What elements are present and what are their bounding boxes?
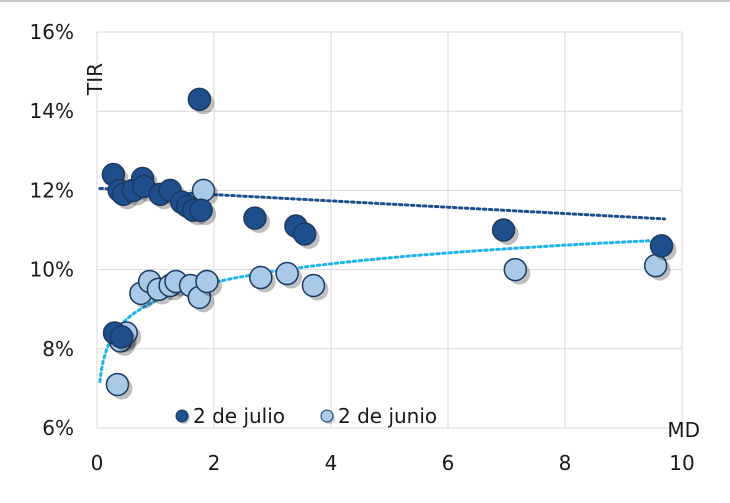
x-tick-label: 4: [325, 451, 338, 475]
data-point-2-de-julio: [109, 325, 134, 349]
x-tick-labels: 0 2 4 6 8 10: [91, 451, 695, 475]
legend-label-2-de-junio: 2 de junio: [338, 404, 437, 428]
trendline-2-de-julio: [98, 186, 666, 221]
data-point-2-de-junio: [503, 257, 528, 282]
data-point-2-de-junio: [195, 269, 219, 294]
x-axis-label: MD: [667, 418, 700, 442]
data-point-2-de-julio: [187, 87, 212, 112]
data-point-2-de-junio: [105, 372, 130, 397]
y-axis-label: TIR: [83, 63, 107, 96]
x-tick-label: 2: [208, 451, 221, 475]
data-point-2-de-junio: [249, 265, 273, 290]
data-points: [101, 87, 677, 400]
x-tick-label: 8: [559, 451, 572, 475]
legend-marker-2-de-junio: [320, 409, 334, 423]
x-tick-label: 6: [442, 451, 455, 475]
x-tick-label: 0: [91, 451, 104, 475]
y-tick-label: 10%: [30, 258, 74, 282]
legend: 2 de julio 2 de junio: [175, 404, 437, 428]
data-point-2-de-julio: [649, 234, 674, 258]
data-point-2-de-julio: [189, 198, 213, 222]
chart-gridlines: [96, 31, 683, 429]
legend-label-2-de-julio: 2 de julio: [193, 404, 285, 428]
y-tick-label: 6%: [42, 416, 74, 440]
y-tick-label: 16%: [30, 20, 74, 44]
y-tick-labels: 6% 8% 10% 12% 14% 16%: [30, 20, 74, 440]
y-tick-label: 12%: [30, 178, 74, 202]
y-tick-label: 8%: [42, 337, 74, 361]
data-point-2-de-junio: [275, 261, 299, 286]
x-tick-label: 10: [669, 451, 694, 475]
trendlines: [98, 186, 666, 383]
data-point-2-de-junio: [301, 273, 326, 298]
data-point-2-de-julio: [292, 222, 317, 246]
trendline-2-de-junio: [98, 238, 666, 383]
legend-marker-2-de-julio: [175, 409, 189, 423]
y-tick-label: 14%: [30, 99, 74, 123]
data-point-2-de-julio: [491, 218, 516, 242]
data-point-2-de-julio: [243, 206, 267, 230]
